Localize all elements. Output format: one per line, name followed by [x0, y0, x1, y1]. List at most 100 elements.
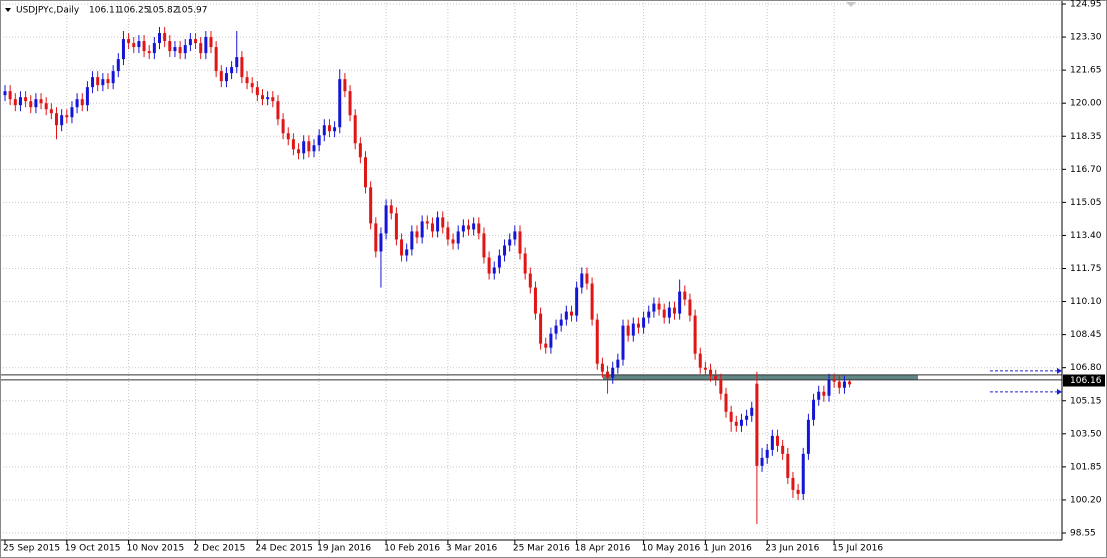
candle-body: [750, 407, 754, 416]
x-tick-label: 3 Mar 2016: [446, 544, 498, 554]
candle-body: [204, 37, 208, 54]
candle-body: [60, 115, 64, 126]
candle-body: [487, 257, 491, 274]
candle-body: [214, 47, 218, 72]
candle-body: [776, 435, 779, 446]
candle-body: [327, 125, 331, 132]
candle-body: [188, 39, 192, 46]
candle-body: [80, 99, 84, 106]
candle-body: [837, 381, 841, 388]
ohlc-open: 106.11: [89, 6, 121, 16]
candle-body: [812, 399, 816, 420]
candle-body: [848, 381, 852, 385]
candle-body: [348, 91, 352, 116]
candle-body: [600, 363, 604, 372]
candle-body: [24, 97, 28, 102]
candle-body: [430, 223, 434, 232]
candle-body: [621, 325, 625, 360]
candle-body: [75, 99, 79, 108]
candle-body: [636, 323, 640, 328]
candle-body: [570, 311, 573, 316]
grid: [0, 0, 1062, 540]
candle-body: [657, 303, 661, 310]
candle-body: [173, 47, 177, 52]
candle-body: [446, 227, 450, 240]
symbol-menu-icon[interactable]: [5, 8, 11, 12]
candle-body: [266, 97, 270, 100]
candle-body: [255, 87, 259, 96]
candle-body: [760, 457, 764, 466]
candle-body: [817, 391, 821, 400]
candle-body: [8, 91, 12, 100]
candle-body: [678, 291, 682, 314]
level-arrow-head: [1057, 367, 1062, 374]
candle-body: [719, 379, 723, 394]
candle-body: [755, 383, 759, 466]
candle-body: [451, 239, 455, 244]
candle-body: [472, 223, 476, 230]
candle-body: [245, 77, 249, 84]
x-tick-label: 19 Jan 2016: [317, 544, 371, 554]
candle-body: [523, 253, 527, 274]
y-tick-label: 103.50: [1070, 429, 1102, 439]
ohlc-high: 106.25: [118, 6, 150, 16]
candle-body: [322, 125, 326, 136]
candle-body: [770, 435, 774, 450]
candle-body: [333, 127, 337, 132]
candle-body: [405, 249, 409, 256]
candle-body: [673, 307, 676, 314]
candle-body: [729, 411, 733, 422]
candle-body: [353, 115, 357, 144]
candle-body: [199, 43, 203, 54]
candle-body: [822, 391, 826, 396]
candle-body: [240, 57, 244, 78]
candle-body: [796, 489, 800, 494]
y-tick-label: 118.35: [1070, 132, 1102, 142]
candle-body: [132, 43, 136, 48]
candle-body: [338, 79, 342, 128]
candle-body: [513, 231, 517, 240]
candle-body: [400, 239, 404, 256]
x-tick-label: 23 Jun 2016: [765, 544, 819, 554]
y-tick-label: 105.15: [1070, 396, 1102, 406]
candle-body: [389, 205, 393, 214]
candle-body: [101, 79, 105, 86]
support-zone: [603, 374, 918, 380]
candle-body: [461, 225, 465, 232]
candle-body: [652, 303, 656, 312]
candle-body: [384, 205, 388, 234]
candle-body: [745, 415, 749, 420]
candle-body: [724, 393, 728, 412]
candle-body: [477, 223, 481, 234]
y-tick-label: 101.85: [1070, 462, 1102, 472]
candle-body: [230, 67, 234, 74]
candle-body: [106, 79, 110, 84]
candle-body: [595, 319, 599, 364]
candle-body: [554, 325, 558, 334]
candle-body: [70, 107, 74, 118]
candle-body: [29, 101, 33, 108]
x-tick-label: 19 Oct 2015: [65, 544, 121, 554]
y-tick-label: 115.05: [1070, 198, 1102, 208]
candle-body: [564, 311, 568, 320]
candle-body: [297, 149, 301, 154]
candle-body: [611, 367, 615, 378]
candle-body: [44, 103, 48, 110]
candle-body: [137, 41, 141, 48]
x-tick-label: 1 Jun 2016: [703, 544, 752, 554]
candle-body: [276, 101, 280, 120]
candle-body: [806, 419, 810, 454]
candle-body: [662, 309, 666, 318]
x-tick-label: 10 Nov 2015: [127, 544, 185, 554]
candle-body: [508, 239, 512, 246]
y-tick-label: 116.70: [1070, 165, 1102, 175]
candle-body: [786, 453, 790, 478]
candle-body: [441, 217, 445, 228]
candle-body: [497, 255, 501, 268]
candle-body: [312, 145, 316, 152]
candle-body: [152, 43, 156, 54]
candle-body: [379, 233, 383, 252]
candle-body: [544, 343, 548, 348]
candle-body: [271, 97, 275, 102]
